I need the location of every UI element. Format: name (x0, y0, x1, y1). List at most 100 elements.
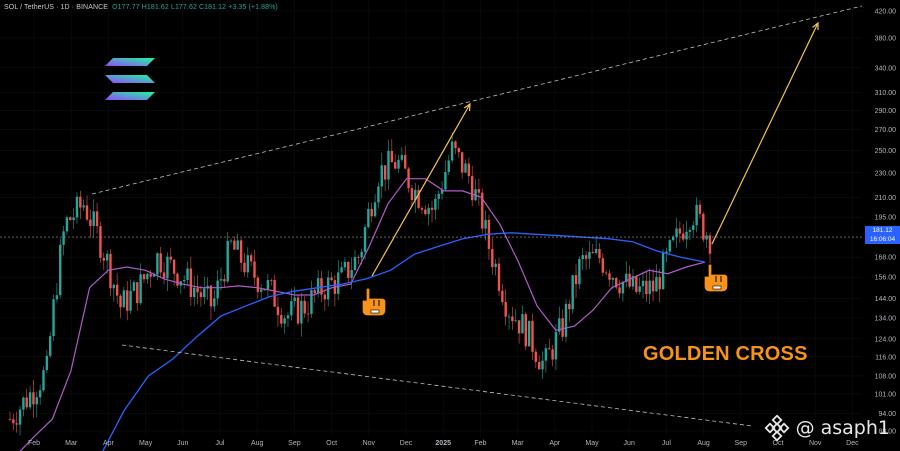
candle-body (280, 315, 283, 324)
arrow-head-icon (812, 21, 819, 31)
candle-body (678, 228, 682, 234)
x-tick-label: Apr (549, 440, 561, 447)
x-tick-label: Sep (735, 440, 748, 447)
candle-body (635, 276, 638, 292)
y-tick-label: 270.00 (875, 127, 897, 134)
candle-body (705, 235, 708, 240)
candle-body (645, 280, 648, 295)
x-tick-label: Jul (662, 440, 671, 447)
candle-body (89, 219, 92, 226)
candle-body (551, 349, 554, 360)
candle-body (638, 286, 641, 292)
candle-body (132, 282, 136, 291)
candle-body (658, 277, 661, 290)
time-axis: Feb Mar Apr May Jun Jul Aug Sep Oct Nov Dec 2025 Feb… (28, 440, 859, 447)
candle-body (484, 219, 487, 229)
candle-body (340, 267, 343, 273)
candle-body (454, 141, 457, 149)
candle-body (688, 229, 692, 232)
candle-body (353, 256, 357, 271)
candle-body (668, 240, 672, 252)
projection-arrow (371, 103, 471, 277)
candle-body (203, 288, 206, 298)
candle-body (219, 279, 223, 281)
candle-body (12, 419, 15, 424)
candle-body (99, 226, 102, 258)
candle-body (618, 287, 621, 294)
candle-body (253, 261, 256, 278)
y-tick-label: 108.00 (875, 373, 897, 380)
candle-body (591, 251, 594, 254)
candle-body (119, 295, 122, 308)
candle-body (65, 217, 69, 232)
candle-body (263, 289, 266, 291)
y-tick-label: 144.00 (875, 296, 897, 303)
candle-body (343, 261, 347, 268)
candle-body (517, 320, 521, 334)
candle-body (648, 280, 651, 295)
candle-body (85, 205, 89, 220)
y-tick-label: 230.00 (875, 170, 897, 177)
candle-body (444, 171, 447, 190)
candle-body (172, 259, 176, 274)
candle-body (531, 320, 534, 352)
candle-body (159, 253, 162, 273)
candle-body (48, 336, 52, 356)
y-tick-label: 168.00 (875, 255, 897, 262)
candle-body (367, 208, 370, 228)
chart-header: SOL / TetherUS · 1D · BINANCE O177.77 H1… (4, 4, 278, 11)
candle-body (326, 277, 330, 300)
candle-body (176, 273, 179, 286)
candle-body (296, 297, 300, 324)
y-tick-label: 94.00 (878, 411, 896, 418)
candle-body (209, 285, 213, 307)
candle-body (223, 279, 226, 282)
candle-body (601, 258, 605, 273)
candle-body (102, 257, 105, 261)
candle-body (584, 255, 588, 259)
symbol-label: SOL / TetherUS · 1D · BINANCE (4, 4, 109, 11)
x-tick-label: Oct (773, 440, 784, 447)
candle-body (182, 280, 186, 282)
candle-body (162, 272, 166, 279)
x-tick-label: Feb (28, 440, 40, 447)
candle-body (514, 320, 517, 322)
pointing-hand-icon (703, 263, 729, 293)
candle-body (72, 217, 75, 221)
candle-body (243, 262, 246, 273)
watermark: @ asaph1 (764, 415, 890, 441)
candle-body (35, 397, 38, 405)
candle-body (22, 397, 25, 410)
y-tick-label: 380.00 (875, 35, 897, 42)
x-tick-label: 2025 (435, 440, 451, 447)
candle-body (698, 204, 702, 214)
projection-arrow (711, 22, 819, 245)
candle-body (494, 263, 497, 268)
candle-body (79, 196, 82, 208)
candle-body (213, 298, 216, 307)
candle-body (675, 228, 678, 237)
candle-body (126, 290, 129, 311)
candle-body (400, 155, 404, 160)
x-tick-label: Jul (216, 440, 225, 447)
candle-body (631, 276, 635, 287)
binance-icon (764, 415, 790, 441)
candle-body (276, 306, 280, 316)
candle-body (430, 207, 434, 210)
candle-body (708, 235, 712, 254)
last-price-value: 181.12 (872, 227, 893, 234)
candle-body (380, 165, 383, 187)
candle-body (641, 280, 645, 287)
candle-body (45, 355, 49, 371)
x-tick-label: Mar (512, 440, 525, 447)
x-tick-label: Jun (177, 440, 188, 447)
candle-body (69, 217, 72, 221)
candle-body (460, 152, 464, 173)
candle-body (259, 289, 263, 292)
channel-trendline (121, 344, 753, 427)
candle-body (306, 313, 310, 315)
candle-body (166, 256, 169, 279)
candle-body (350, 270, 353, 278)
candle-body (42, 370, 45, 391)
